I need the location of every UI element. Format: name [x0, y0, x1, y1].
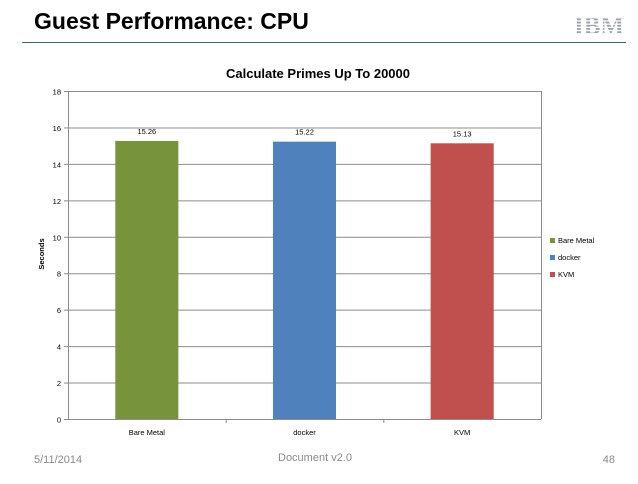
axes: 0 2 4 6 8 10 12 14 16 18 Bare Metal docker KVM [53, 88, 542, 437]
y-tick-label: 2 [57, 379, 61, 388]
y-axis-label: Seconds [37, 238, 46, 269]
legend-label: Bare Metal [558, 236, 595, 245]
x-tick-label: KVM [454, 428, 470, 437]
legend-label: KVM [558, 270, 574, 279]
data-label: 15.13 [453, 129, 472, 138]
y-tick-label: 14 [53, 160, 61, 169]
ibm-logo-icon: IBM [575, 13, 623, 38]
footer-date: 5/11/2014 [34, 454, 83, 466]
data-label: 15.22 [295, 128, 314, 137]
legend-swatch [550, 238, 555, 243]
footer-document-version: Document v2.0 [278, 452, 352, 464]
y-tick-label: 18 [53, 88, 61, 97]
data-label: 15.26 [137, 127, 156, 136]
y-tick-label: 6 [57, 306, 61, 315]
legend-swatch [550, 255, 555, 260]
bars: 15.26 15.22 15.13 [115, 127, 494, 419]
bar [272, 141, 337, 419]
slide-title: Guest Performance: CPU [34, 8, 309, 34]
bar [430, 143, 494, 419]
page-number: 48 [602, 454, 615, 466]
y-tick-label: 10 [53, 233, 61, 242]
legend-swatch [550, 272, 555, 277]
title-divider [22, 42, 626, 43]
chart-title: Calculate Primes Up To 20000 [226, 66, 410, 81]
y-tick-label: 8 [57, 270, 61, 279]
bar [115, 140, 179, 419]
y-tick-label: 12 [53, 197, 61, 206]
legend: Bare Metal docker KVM [550, 236, 595, 279]
y-tick-label: 16 [53, 124, 61, 133]
y-tick-label: 0 [57, 416, 61, 425]
x-tick-label: Bare Metal [129, 428, 166, 437]
x-tick-label: docker [293, 428, 316, 437]
ibm-logo-text: IBM [575, 13, 623, 38]
y-tick-label: 4 [57, 343, 61, 352]
ibm-logo: IBM [575, 12, 623, 38]
legend-label: docker [558, 253, 581, 262]
